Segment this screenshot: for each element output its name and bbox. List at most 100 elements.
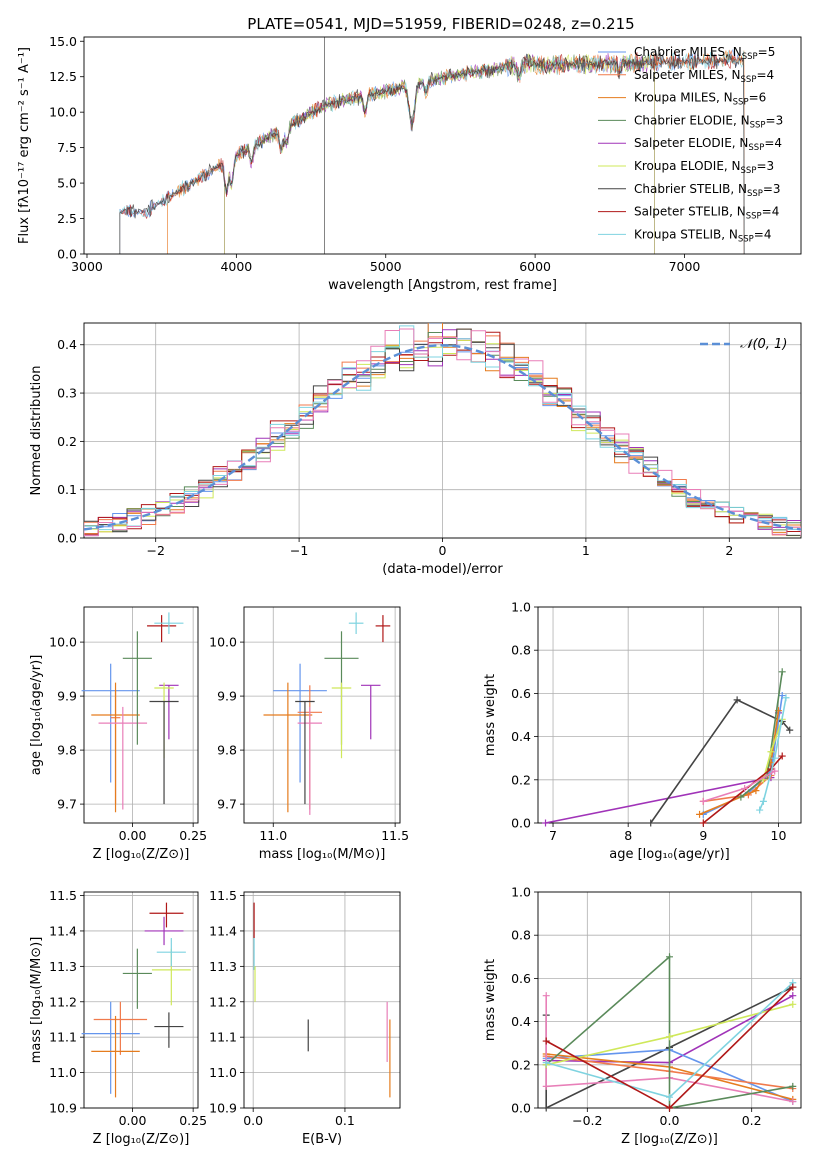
y-tick-label: 0.4 [511,1014,531,1029]
y-tick-label: 1.0 [511,600,531,615]
x-tick-label: 0.25 [179,828,207,843]
x-tick-label: 7 [549,828,557,843]
y-tick-label: 11.3 [49,959,77,974]
plus-marker [542,1082,550,1090]
axes-frame [83,36,802,255]
y-tick-label: 12.5 [49,69,77,84]
age_vs_mass-panel: 11.0 11.5 9.7 9.8 9.9 10.0 mass [log₁₀(M/M⊙)] [209,606,409,862]
legend-entry: Kroupa STELIB, NSSP=4 [634,227,772,244]
y-tick-label: 11.4 [49,923,77,938]
legend-entry: Salpeter ELODIE, NSSP=4 [634,136,782,153]
gaussian-curve [84,344,801,531]
plus-marker [666,1104,673,1112]
y-tick-label: 9.7 [57,797,77,812]
plus-marker [789,992,797,1000]
x-tick-label: 9 [699,828,707,843]
plus-marker [666,953,673,961]
y-axis-label: mass weight [483,674,498,756]
plus-marker [778,752,786,760]
y-tick-label: 9.8 [217,743,237,758]
plus-marker [789,1082,797,1090]
legend-entry: Kroupa MILES, NSSP=6 [634,91,766,108]
x-tick-label: 3000 [71,259,103,274]
y-tick-label: 11.5 [49,888,77,903]
x-tick-label: 6000 [519,259,551,274]
plus-marker [782,694,790,702]
y-tick-label: 9.8 [57,743,77,758]
y-tick-label: 9.9 [57,689,77,704]
y-tick-label: 0.2 [57,434,77,449]
y-tick-label: 1.0 [511,885,531,900]
plus-marker [771,767,779,775]
x-axis-label: (data-model)/error [382,562,503,577]
y-tick-label: 5.0 [57,176,77,191]
plus-marker [759,797,767,805]
plus-marker [752,787,760,795]
y-tick-label: 9.7 [217,797,237,812]
x-tick-label: 1 [582,543,590,558]
y-tick-label: 0.0 [57,247,77,262]
y-tick-label: 11.5 [209,888,237,903]
plus-marker [696,810,704,818]
plus-marker [542,992,550,1000]
x-axis-label: Z [log₁₀(Z/Z⊙)] [93,1132,190,1147]
y-tick-label: 11.0 [49,1065,77,1080]
x-tick-label: 5000 [370,259,402,274]
spectrum-series-line [224,53,655,254]
y-tick-label: 0.0 [511,1101,531,1116]
mass-weight-line [545,955,793,1109]
mass_vs_ebv-panel: 0.0 0.1 10.9 11.0 11.1 11.2 11.3 11.4 11.5 E(B-V) [209,888,401,1147]
x-tick-label: 11.5 [381,828,409,843]
spectrum-panel: 3000 4000 5000 6000 7000 0.0 2.5 5.0 7.5 10.0 12.5… [17,34,802,293]
y-tick-label: 0.1 [57,482,77,497]
x-tick-label: −2 [146,543,164,558]
y-tick-label: 0.4 [511,729,531,744]
plus-marker [789,983,797,991]
spectrum-series-line [119,51,745,254]
plus-marker [666,1093,673,1101]
y-tick-label: 0.6 [511,686,531,701]
x-tick-label: 0 [439,543,447,558]
plus-marker [699,797,707,805]
x-tick-label: 11.0 [259,828,287,843]
y-axis-label: Normed distribution [29,366,44,496]
axes-frame [243,891,401,1109]
x-tick-label: 2 [725,543,733,558]
plus-marker [778,668,786,676]
residuals-panel: −2 −1 0 1 2 0.0 0.1 0.2 0.3 0.4 (data-model)/error… [29,322,802,577]
histogram-step [84,329,801,537]
plus-marker [778,692,786,700]
x-tick-label: 8 [624,828,632,843]
plus-marker [666,1033,673,1041]
plus-marker [542,819,550,827]
x-tick-label: −0.2 [572,1113,602,1128]
y-axis-label: age [log₁₀(age/yr)] [29,655,44,776]
plus-marker [733,696,741,704]
histogram-step [84,328,801,537]
x-tick-label: 7000 [669,259,701,274]
legend-entry: Chabrier MILES, NSSP=5 [634,45,775,62]
axes-frame [83,606,199,824]
x-tick-label: 0.1 [335,1113,355,1128]
hist-lines [84,323,801,537]
y-tick-label: 11.4 [209,923,237,938]
x-tick-label: 10 [771,828,787,843]
x-tick-label: 0.0 [660,1113,680,1128]
legend-entry: Chabrier ELODIE, NSSP=3 [634,113,783,130]
y-tick-label: 11.1 [209,1030,237,1045]
massweight_vs_Z-panel: −0.2 0.0 0.2 0.0 0.2 0.4 0.6 0.8 1.0 Z [log₁₀(Z/Z… [483,885,802,1147]
legend-entry: Salpeter MILES, NSSP=4 [634,68,774,85]
figure-title: PLATE=0541, MJD=51959, FIBERID=0248, z=0… [247,15,634,33]
spectrum-lines [119,37,745,254]
y-tick-label: 0.0 [57,531,77,546]
y-axis-label: mass weight [483,959,498,1041]
plus-marker [789,1098,797,1106]
y-tick-label: 10.9 [209,1101,237,1116]
mass-weight-line [650,698,791,824]
y-tick-label: 10.0 [209,635,237,650]
x-tick-label: 4000 [220,259,252,274]
x-tick-label: 0.0 [243,1113,263,1128]
legend-entry: Salpeter STELIB, NSSP=4 [634,205,779,222]
y-tick-label: 9.9 [217,689,237,704]
massweight_vs_age-panel: 7 8 9 10 0.0 0.2 0.4 0.6 0.8 1.0 age [log₁₀(age/yr… [483,600,802,862]
